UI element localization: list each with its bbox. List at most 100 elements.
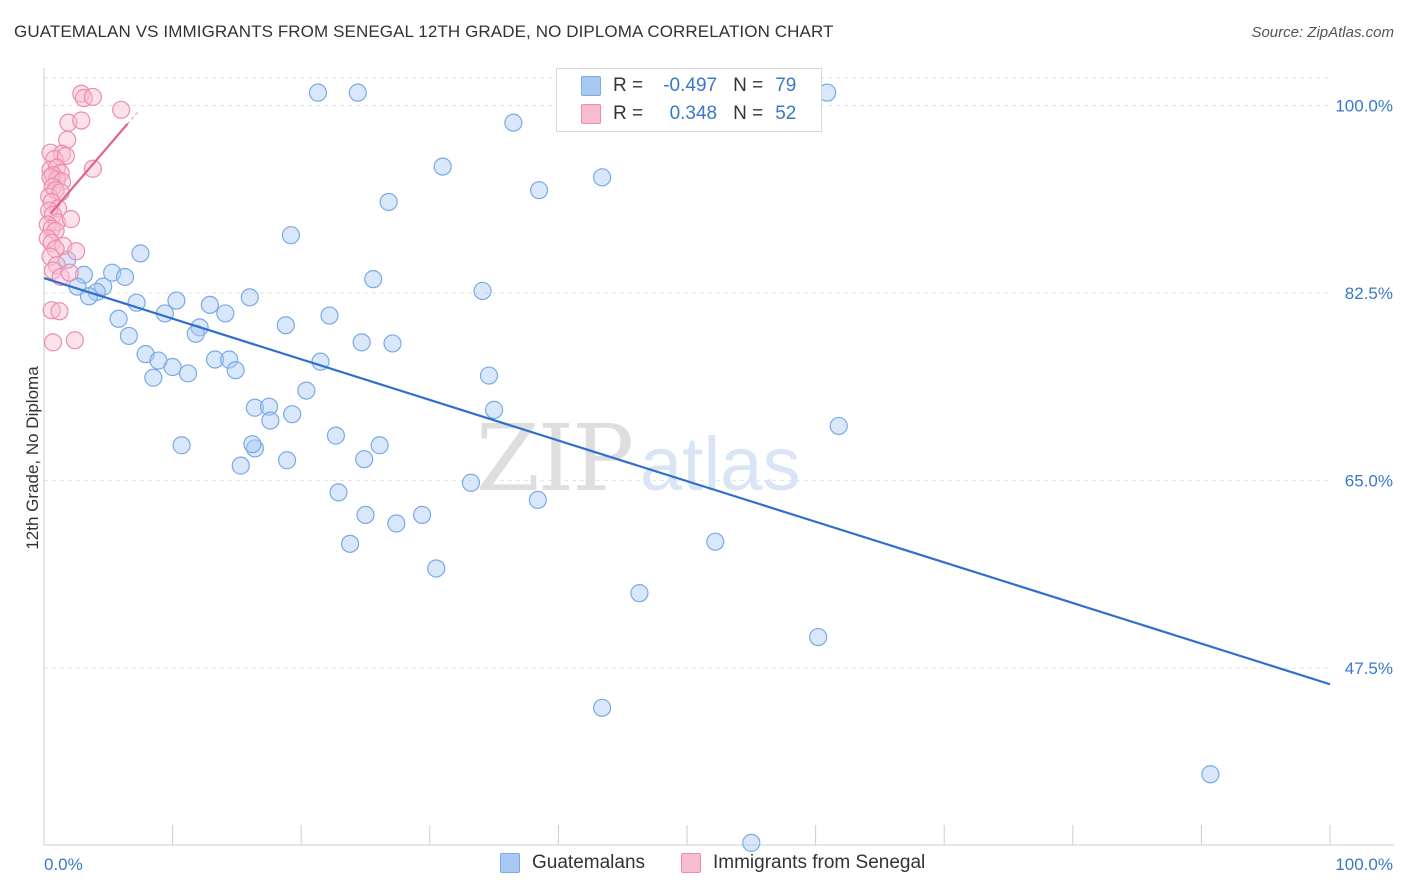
point-guatemalans <box>530 181 549 200</box>
point-senegal <box>67 242 86 261</box>
point-guatemalans <box>259 397 279 416</box>
chart-title: GUATEMALAN VS IMMIGRANTS FROM SENEGAL 12… <box>14 22 834 41</box>
legend-label-guatemalans: Guatemalans <box>532 852 646 873</box>
point-guatemalans <box>281 226 301 245</box>
point-guatemalans <box>427 559 446 578</box>
point-senegal <box>60 263 79 282</box>
point-guatemalans <box>131 244 150 263</box>
point-guatemalans <box>370 436 389 455</box>
point-guatemalans <box>216 304 235 323</box>
point-guatemalans <box>200 295 219 314</box>
point-guatemalans <box>1201 765 1220 784</box>
point-guatemalans <box>326 426 346 445</box>
point-guatemalans <box>809 627 828 647</box>
y-tick-label: 65.0% <box>1345 472 1393 491</box>
point-guatemalans <box>297 381 316 400</box>
point-guatemalans <box>387 514 406 533</box>
point-guatemalans <box>109 309 128 328</box>
point-guatemalans <box>706 532 725 551</box>
point-guatemalans <box>261 411 280 430</box>
point-guatemalans <box>348 83 367 102</box>
point-guatemalans <box>245 398 265 417</box>
point-senegal <box>72 111 91 130</box>
point-guatemalans <box>504 113 523 132</box>
legend-r-label: R = <box>613 103 644 124</box>
point-guatemalans <box>308 83 328 102</box>
point-guatemalans <box>144 368 163 387</box>
point-guatemalans <box>320 306 339 325</box>
trend-line-guatemalans <box>43 277 1331 686</box>
point-guatemalans <box>593 168 612 187</box>
x-tick-label: 100.0% <box>1335 855 1393 874</box>
legend-swatch-senegal <box>581 104 601 124</box>
point-guatemalans <box>630 584 649 603</box>
point-senegal <box>46 221 65 241</box>
point-senegal <box>43 333 63 352</box>
point-guatemalans <box>742 833 761 852</box>
point-senegal <box>61 210 81 229</box>
legend-n-label: N = <box>733 103 764 124</box>
point-guatemalans <box>220 350 239 369</box>
legend-n-value: 52 <box>775 103 797 124</box>
point-guatemalans <box>355 450 374 469</box>
legend-item-senegal: Immigrants from Senegal <box>681 852 925 874</box>
legend-r-value: -0.497 <box>663 75 718 96</box>
point-senegal <box>83 159 102 178</box>
point-senegal <box>83 87 102 107</box>
point-senegal <box>58 130 77 149</box>
series-legend: Guatemalans Immigrants from Senegal <box>0 852 1406 878</box>
point-guatemalans <box>205 350 225 369</box>
legend-row-guatemalans: R = -0.497 N = 79 <box>581 73 796 99</box>
point-guatemalans <box>329 483 348 502</box>
point-guatemalans <box>231 456 250 475</box>
point-guatemalans <box>178 364 198 383</box>
source-label: Source: ZipAtlas.com <box>1251 24 1394 41</box>
point-guatemalans <box>276 316 295 335</box>
axis-labels-layer: 47.5% 65.0% 82.5% 100.0% 0.0% 100.0% 12th Grad… <box>23 97 1393 874</box>
point-senegal <box>50 302 69 321</box>
legend-swatch-senegal <box>681 853 701 873</box>
point-guatemalans <box>485 400 504 419</box>
point-guatemalans <box>243 435 262 454</box>
point-guatemalans <box>283 405 302 424</box>
point-guatemalans <box>74 265 93 284</box>
y-tick-label: 47.5% <box>1345 659 1393 678</box>
point-guatemalans <box>528 490 547 510</box>
legend-r-value: 0.348 <box>669 103 718 124</box>
point-senegal <box>65 331 84 350</box>
point-guatemalans <box>433 157 452 176</box>
point-guatemalans <box>119 326 138 346</box>
y-tick-label: 82.5% <box>1345 284 1393 303</box>
point-guatemalans <box>473 281 492 301</box>
point-guatemalans <box>340 534 360 553</box>
point-senegal <box>112 100 131 119</box>
watermark: ZIP atlas <box>476 405 801 512</box>
point-guatemalans <box>240 288 259 307</box>
point-guatemalans <box>277 451 297 470</box>
point-guatemalans <box>593 698 612 717</box>
legend-swatch-guatemalans <box>500 853 520 873</box>
point-guatemalans <box>115 267 135 287</box>
point-guatemalans <box>163 357 182 377</box>
point-guatemalans <box>461 473 481 492</box>
point-guatemalans <box>172 436 191 455</box>
trend-line-extension <box>127 111 139 125</box>
legend-label-senegal: Immigrants from Senegal <box>713 852 926 873</box>
stats-legend: R = -0.497 N = 79 R = 0.348 N = 52 <box>556 68 822 132</box>
point-guatemalans <box>226 361 245 380</box>
x-tick-label: 0.0% <box>44 855 83 874</box>
legend-n-label: N = <box>733 75 764 96</box>
legend-row-senegal: R = 0.348 N = 52 <box>581 101 796 127</box>
point-guatemalans <box>479 366 499 385</box>
point-guatemalans <box>364 270 383 289</box>
point-guatemalans <box>352 333 371 352</box>
point-guatemalans <box>379 192 398 212</box>
watermark-atlas: atlas <box>640 422 801 507</box>
legend-r-label: R = <box>613 75 644 96</box>
trend-layer <box>43 111 1331 686</box>
legend-item-guatemalans: Guatemalans <box>500 852 645 874</box>
point-guatemalans <box>412 505 432 525</box>
point-guatemalans <box>167 291 186 310</box>
trend-line-senegal <box>49 123 129 215</box>
